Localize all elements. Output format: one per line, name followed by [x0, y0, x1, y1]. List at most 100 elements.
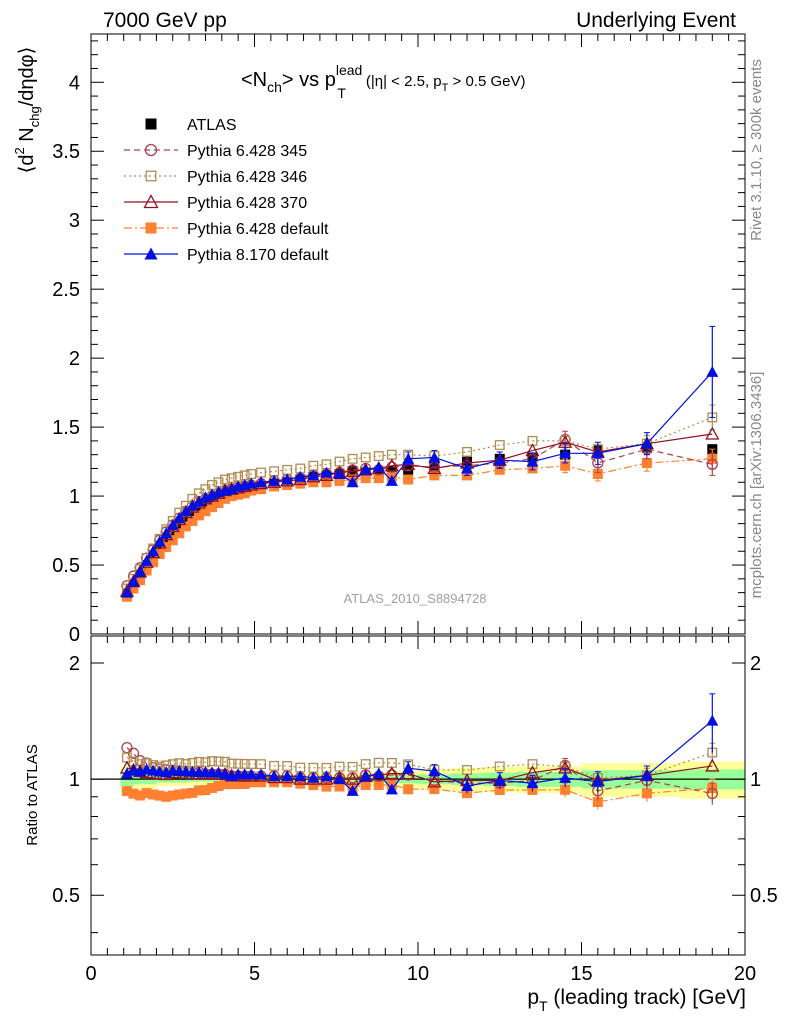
- data-point: [526, 455, 539, 467]
- legend-entry: Pythia 6.428 346: [124, 169, 307, 186]
- ratio-data-point: [154, 790, 165, 801]
- data-point: [592, 469, 603, 479]
- data-point: [187, 515, 198, 526]
- ratio-data-point: [321, 781, 332, 792]
- ratio-data-point: [268, 770, 281, 782]
- ratio-data-point: [592, 797, 603, 808]
- ratio-data-point: [385, 783, 398, 795]
- data-point: [128, 583, 139, 594]
- ratio-data-point: [320, 770, 333, 782]
- plot-title: <Nch> vs plead T(|η| < 2.5, pT > 0.5 GeV): [241, 62, 526, 101]
- ratio-data-point: [141, 788, 152, 799]
- data-point: [166, 519, 179, 531]
- ratio-data-point: [461, 779, 474, 791]
- x-axis-label: pT (leading track) [GeV]: [527, 986, 746, 1014]
- data-point: [428, 451, 441, 463]
- ratio-data-point: [360, 779, 371, 790]
- data-point: [148, 557, 159, 568]
- ratio-data-point: [256, 759, 266, 770]
- title-n-open: <N: [241, 69, 267, 91]
- rivet-label: Rivet 3.1.10, ≥ 300k events: [748, 59, 765, 241]
- data-point: [560, 460, 571, 471]
- ratio-data-point: [706, 787, 718, 800]
- legend-entry: Pythia 8.170 default: [124, 247, 329, 264]
- data-point: [281, 473, 294, 485]
- data-point: [134, 565, 147, 577]
- data-point: [334, 475, 345, 486]
- ratio-data-point: [346, 784, 359, 796]
- ratio-data-point: [429, 784, 440, 795]
- data-point: [174, 528, 185, 539]
- ratio-data-point: [494, 785, 505, 796]
- ratio-data-point: [372, 767, 385, 779]
- ratio-data-point: [373, 757, 384, 768]
- data-point: [180, 521, 191, 532]
- legend-label: Pythia 6.428 default: [187, 221, 329, 238]
- mcplots-label: mcplots.cern.ch [arXiv:1306.3436]: [748, 372, 765, 599]
- data-point: [127, 575, 140, 587]
- ratio-data-point: [359, 770, 372, 782]
- data-point: [160, 527, 173, 539]
- ratio-data-point: [403, 784, 414, 795]
- y-tick-label-top: 3.5: [52, 141, 80, 163]
- y-tick-label-top: 0.5: [52, 555, 80, 577]
- ratio-data-point: [281, 770, 294, 782]
- ratio-data-point: [493, 774, 506, 786]
- data-point: [559, 447, 572, 459]
- ratio-y-tick-label-right: 0.5: [750, 885, 778, 907]
- ratio-y-tick-label-right: 1: [750, 769, 761, 791]
- data-point: [373, 467, 384, 478]
- ratio-data-point: [121, 786, 132, 797]
- ratio-data-point: [161, 791, 172, 802]
- data-point: [245, 477, 258, 489]
- legend-entry: Pythia 6.428 345: [124, 143, 307, 160]
- ratio-data-point: [220, 756, 231, 767]
- title-cut-b: > 0.5 GeV): [448, 73, 525, 90]
- ylabel-part-c: /dηdφ⟩: [16, 47, 38, 107]
- data-point: [373, 473, 384, 484]
- legend-label: ATLAS: [187, 117, 237, 134]
- data-point: [640, 437, 653, 449]
- header-right: Underlying Event: [576, 9, 736, 32]
- title-cut-a: (|η| < 2.5, p: [366, 73, 442, 90]
- ratio-data-point: [256, 777, 267, 788]
- ratio-panel-series: [119, 693, 720, 810]
- y-tick-label-top: 1: [69, 486, 80, 508]
- legend-marker: [143, 194, 159, 209]
- data-point: [494, 464, 505, 475]
- data-point: [461, 462, 474, 474]
- ratio-data-point: [213, 781, 224, 792]
- data-point: [153, 535, 166, 547]
- ratio-data-point: [428, 765, 441, 777]
- series-pythia-6-428-default: [121, 448, 718, 602]
- ratio-data-point: [135, 790, 146, 801]
- data-point: [161, 542, 172, 553]
- y-tick-label-top: 2.5: [52, 279, 80, 301]
- ratio-data-point: [246, 777, 257, 788]
- ratio-data-point: [591, 775, 604, 787]
- data-point: [384, 458, 399, 472]
- data-point: [294, 470, 307, 482]
- ratio-data-point: [120, 767, 133, 779]
- ratio-data-point: [294, 770, 307, 782]
- ratio-data-point: [226, 779, 237, 790]
- data-point: [225, 483, 238, 495]
- ratio-data-point: [148, 789, 159, 800]
- y-axis-label-ratio: Ratio to ATLAS: [24, 744, 41, 845]
- ratio-data-point: [246, 759, 257, 769]
- xlabel-part-a: p: [527, 986, 539, 1009]
- ratio-data-point: [206, 782, 217, 793]
- data-point: [206, 502, 217, 513]
- ratio-data-point: [706, 714, 719, 726]
- analysis-id: ATLAS_2010_S8894728: [344, 591, 487, 606]
- title-n-close: > vs p: [282, 69, 336, 91]
- ratio-data-point: [207, 756, 217, 767]
- data-point: [120, 586, 133, 598]
- data-point: [372, 461, 385, 473]
- legend-marker: [145, 118, 157, 130]
- data-point: [347, 453, 358, 464]
- ratio-data-point: [180, 788, 191, 799]
- ratio-y-tick-label-right: 2: [750, 653, 761, 675]
- ratio-data-point: [527, 759, 538, 770]
- series-line: [126, 433, 713, 592]
